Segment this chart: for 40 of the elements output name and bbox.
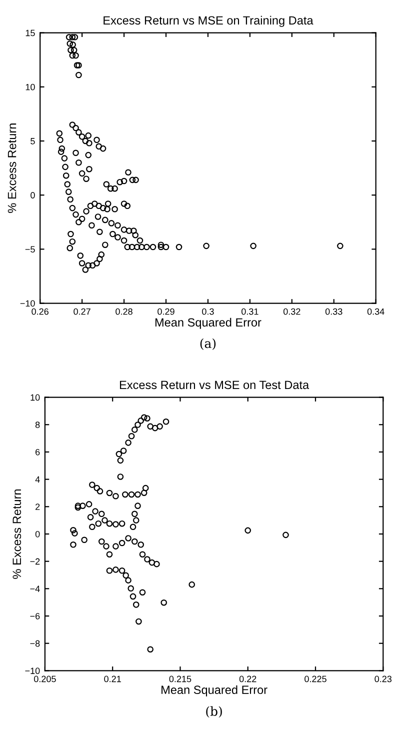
x-tick-label: 0.26: [32, 308, 48, 315]
y-tick-label: −10: [20, 300, 35, 307]
y-tick-label: 5: [30, 138, 35, 144]
x-tick-label: 0.33: [325, 308, 342, 315]
chart-title: Excess Return vs MSE on Test Data: [120, 380, 310, 390]
text: (a): [200, 338, 216, 350]
y-tick-label: −5: [25, 246, 35, 253]
chart-title: Excess Return vs MSE on Training Data: [104, 16, 314, 27]
x-tick-label: 0.23: [374, 676, 392, 682]
y-tick-label: 15: [26, 30, 35, 36]
y-axis-title: % Excess Return: [8, 124, 16, 213]
x-axis-title: Mean Squared Error: [162, 685, 268, 696]
y-tick-label: 10: [30, 394, 40, 401]
x-tick-label: 0.27: [74, 308, 90, 315]
y-tick-label: 6: [36, 448, 40, 456]
x-tick-label: 0.29: [158, 308, 174, 315]
y-tick-label: −10: [25, 668, 40, 674]
x-tick-label: 0.215: [169, 676, 192, 682]
y-tick-label: −4: [30, 586, 40, 592]
y-tick-label: −8: [30, 640, 40, 647]
x-tick-label: 0.28: [116, 308, 132, 315]
x-tick-label: 0.3: [202, 308, 214, 315]
y-tick-label: 10: [26, 84, 35, 90]
y-axis-title: % Excess Return: [12, 489, 22, 579]
x-tick-label: 0.205: [34, 676, 56, 682]
y-tick-label: 8: [35, 422, 40, 428]
y-tick-label: 4: [35, 476, 40, 483]
x-tick-label: 0.31: [242, 308, 258, 315]
x-axis-title: Mean Squared Error: [155, 318, 262, 329]
x-tick-label: 0.225: [304, 676, 326, 682]
y-tick-label: 0: [35, 530, 40, 538]
x-tick-label: 0.21: [104, 676, 121, 682]
y-tick-label: −2: [30, 558, 40, 565]
x-tick-label: 0.34: [367, 308, 384, 315]
text: (b): [206, 706, 222, 718]
x-tick-label: 0.32: [283, 308, 300, 315]
y-tick-label: 0: [30, 192, 35, 198]
y-tick-label: 2: [36, 504, 40, 510]
y-tick-label: −6: [30, 612, 40, 620]
x-tick-label: 0.22: [239, 676, 256, 682]
